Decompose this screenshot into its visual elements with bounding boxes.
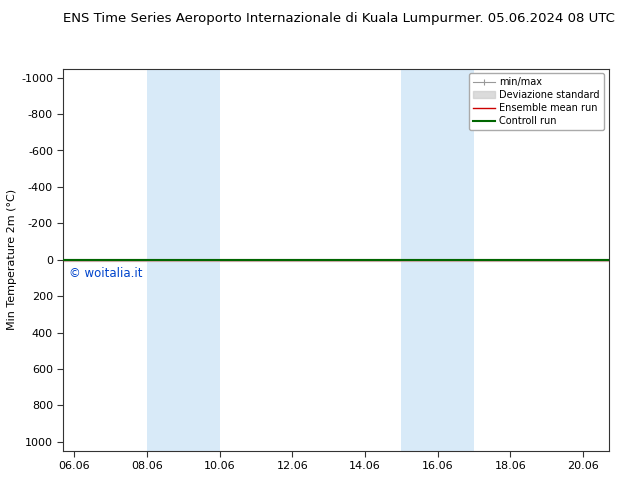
Bar <box>147 69 220 451</box>
Text: © woitalia.it: © woitalia.it <box>69 268 143 280</box>
Text: ENS Time Series Aeroporto Internazionale di Kuala Lumpur: ENS Time Series Aeroporto Internazionale… <box>63 12 454 25</box>
Y-axis label: Min Temperature 2m (°C): Min Temperature 2m (°C) <box>7 189 17 330</box>
Text: mer. 05.06.2024 08 UTC: mer. 05.06.2024 08 UTC <box>454 12 615 25</box>
Legend: min/max, Deviazione standard, Ensemble mean run, Controll run: min/max, Deviazione standard, Ensemble m… <box>469 74 604 130</box>
Bar <box>401 69 474 451</box>
